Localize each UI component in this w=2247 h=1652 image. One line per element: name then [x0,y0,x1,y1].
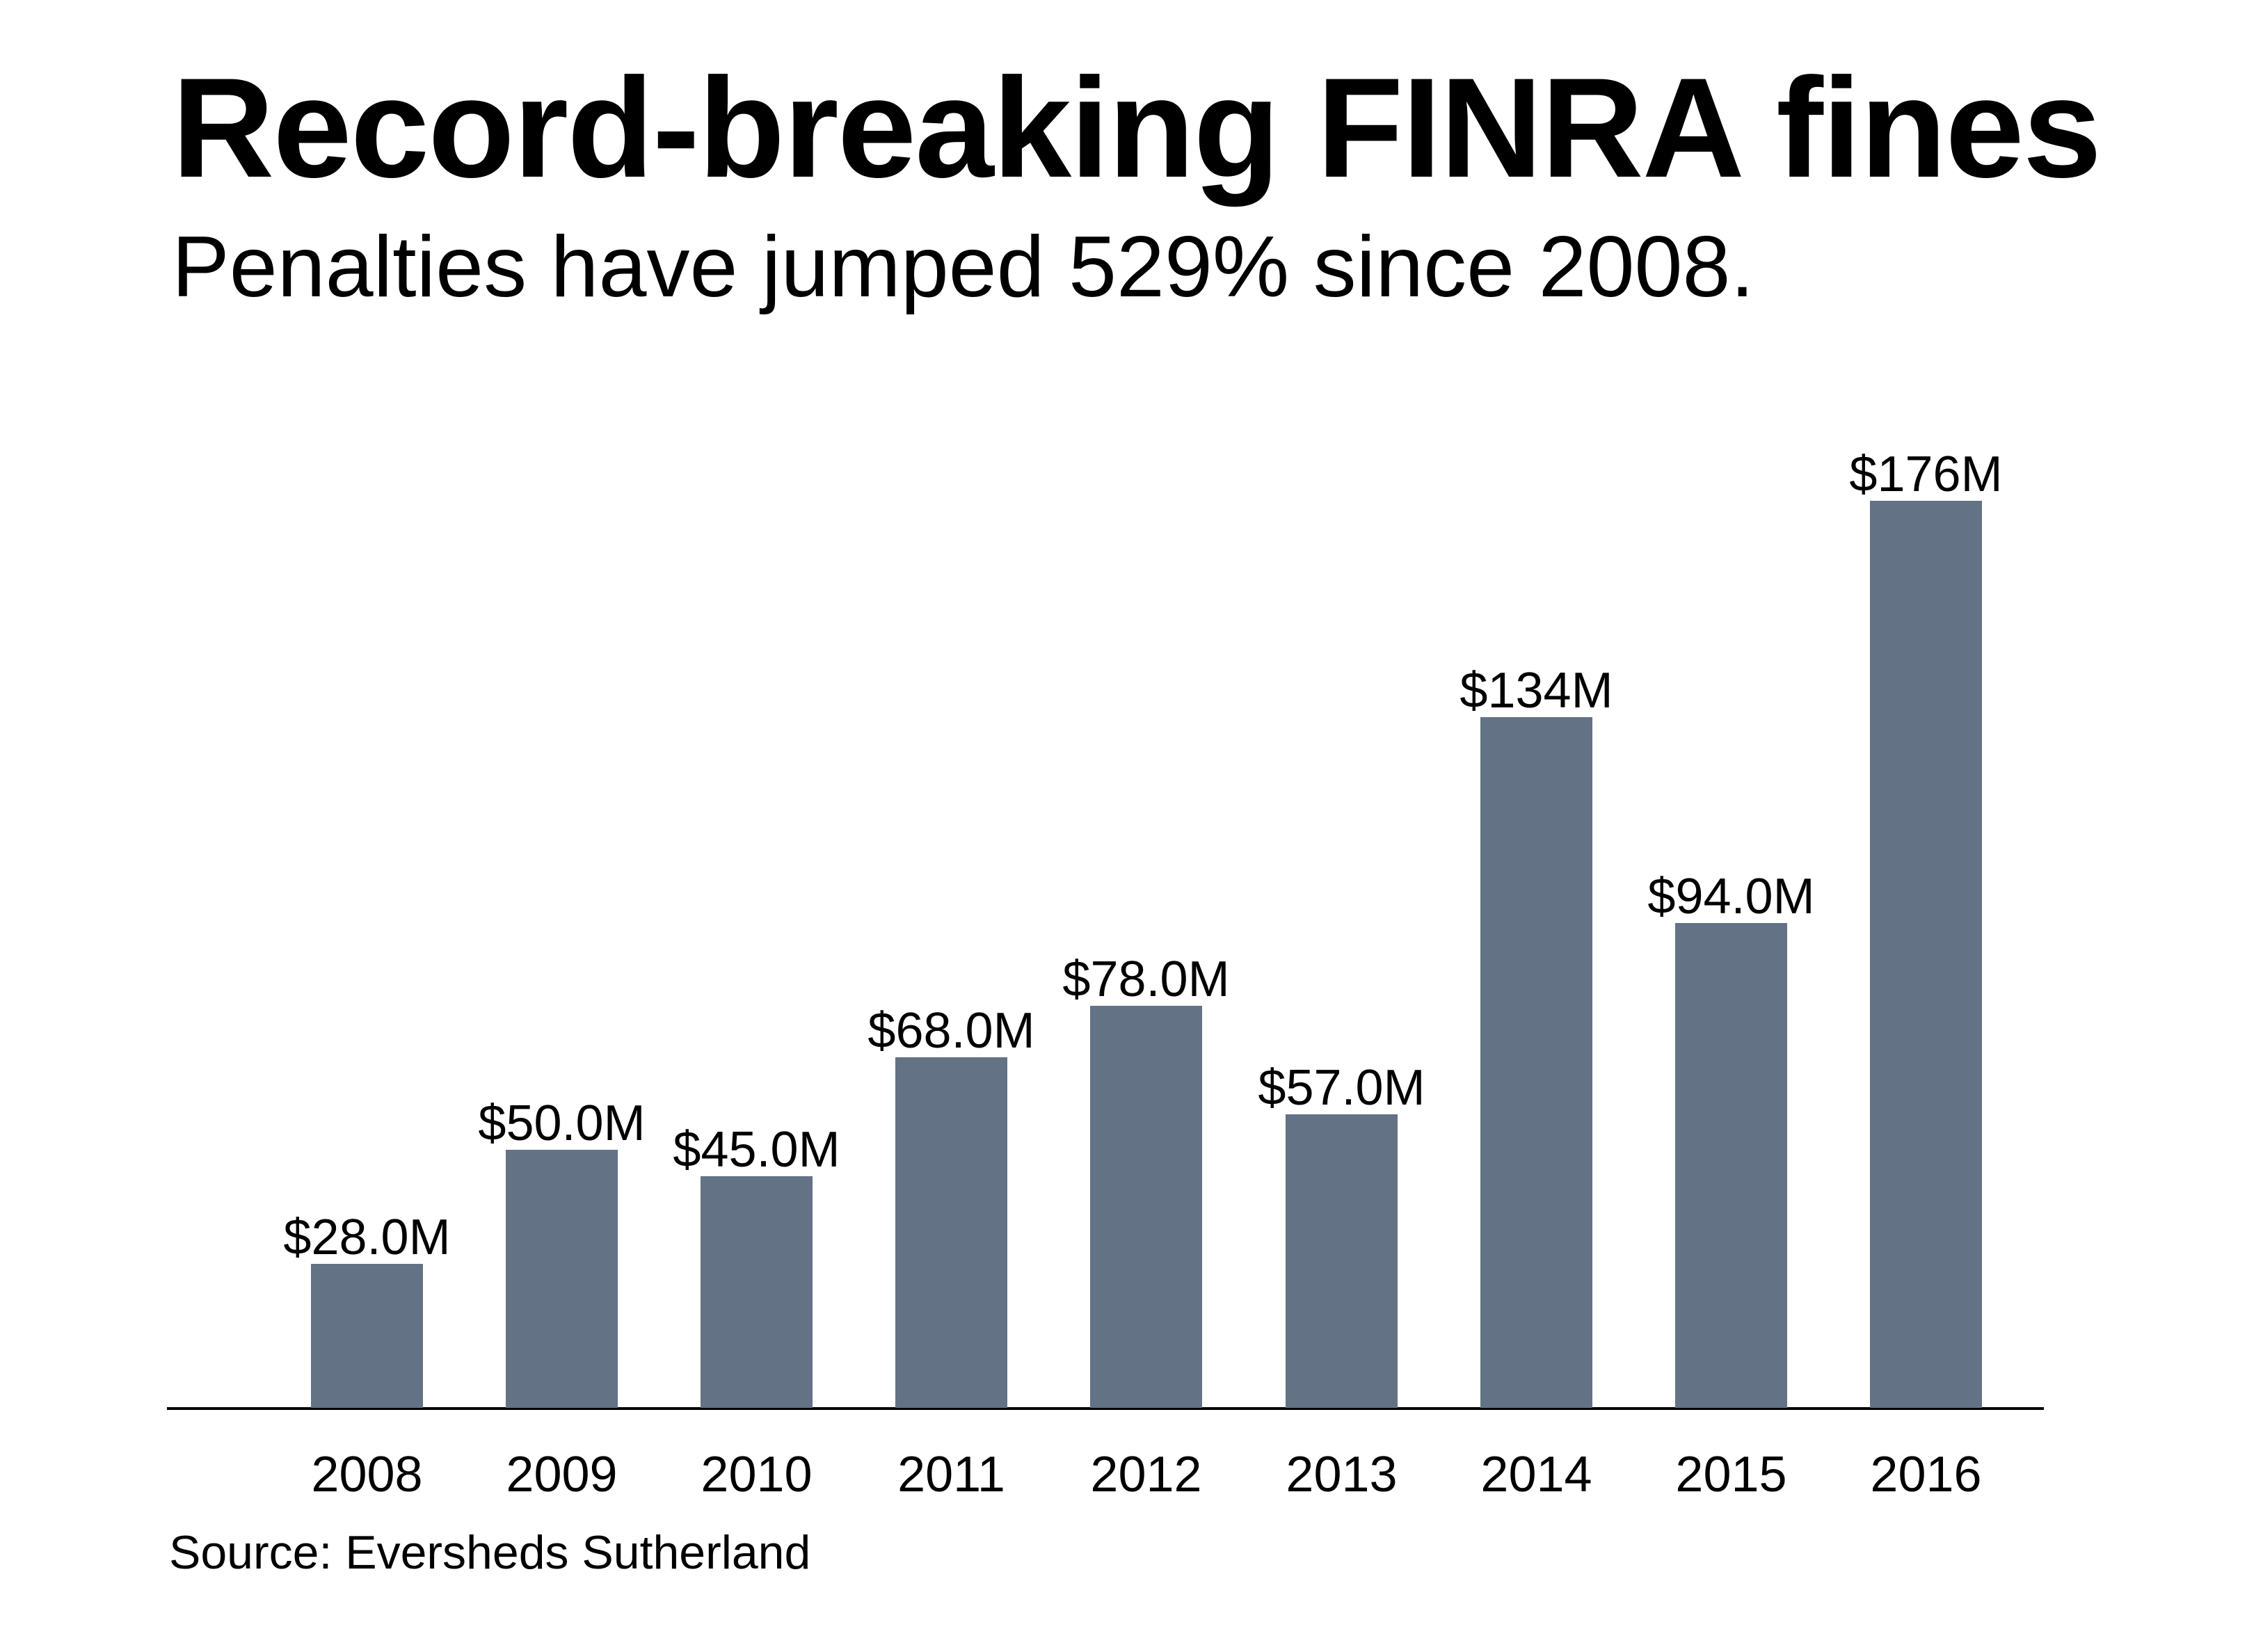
bar-value-label: $68.0M [867,1003,1035,1059]
bar-2012 [1090,1006,1202,1408]
x-axis-line [167,1407,2044,1410]
bar-value-label: $45.0M [673,1122,840,1178]
bar-2010 [701,1176,813,1408]
bar-2013 [1286,1114,1398,1408]
bar-value-label: $78.0M [1062,952,1230,1007]
bar-2014 [1480,717,1592,1408]
bar-2015 [1675,923,1787,1408]
x-axis-tick-label: 2011 [897,1447,1005,1502]
x-axis-tick-label: 2015 [1675,1447,1787,1502]
x-axis-tick-label: 2012 [1090,1447,1202,1502]
bar-value-label: $94.0M [1647,869,1815,924]
source-note: Source: Eversheds Sutherland [169,1526,811,1579]
chart-subtitle: Penalties have jumped 529% since 2008. [172,219,1754,315]
bar-2016 [1870,501,1982,1408]
bar-value-label: $176M [1849,447,2003,502]
x-axis-tick-label: 2009 [506,1447,618,1502]
x-axis-tick-label: 2008 [311,1447,423,1502]
bar-2009 [506,1150,618,1408]
bar-value-label: $28.0M [283,1210,451,1265]
x-axis-tick-label: 2014 [1480,1447,1592,1502]
chart-title: Record-breaking FINRA fines [172,49,2102,207]
bar-value-label: $134M [1460,663,1613,719]
bar-value-label: $50.0M [478,1096,646,1151]
bar-2011 [895,1057,1007,1408]
bar-value-label: $57.0M [1258,1060,1425,1116]
x-axis-tick-label: 2016 [1870,1447,1982,1502]
x-axis-tick-label: 2010 [701,1447,813,1502]
x-axis-tick-label: 2013 [1286,1447,1398,1502]
bar-2008 [311,1264,423,1408]
